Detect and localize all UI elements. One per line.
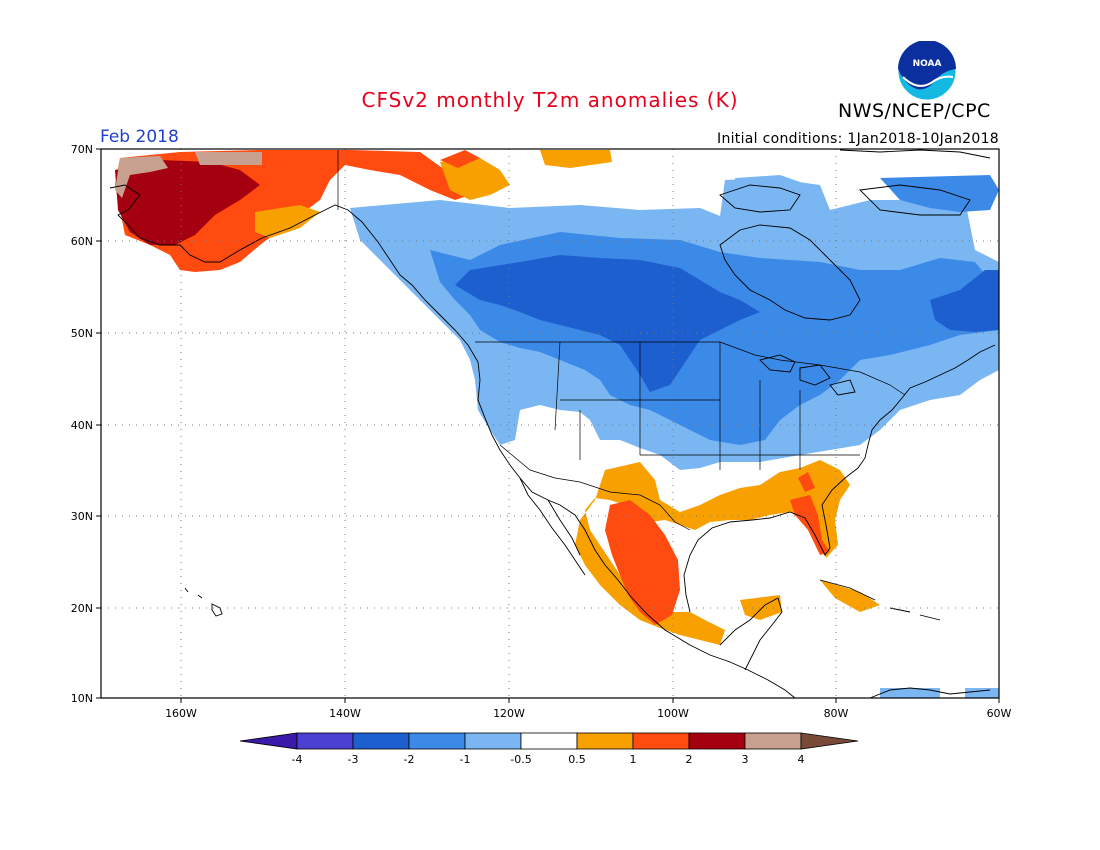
lat-label-30n: 30N — [71, 510, 93, 523]
lat-label-60n: 60N — [71, 235, 93, 248]
colorbar-swatch-minus2-minus1 — [408, 732, 466, 750]
colorbar-swatch-05-1 — [576, 732, 634, 750]
chart-title: CFSv2 monthly T2m anomalies (K) — [361, 88, 739, 112]
lon-label-140w: 140W — [329, 707, 361, 720]
lon-label-160w: 160W — [165, 707, 197, 720]
lon-label-60w: 60W — [987, 707, 1012, 720]
colorbar-label: 0.5 — [568, 753, 586, 766]
colorbar-label: 1 — [630, 753, 637, 766]
political-borders — [337, 150, 906, 531]
colorbar-swatch-neutral — [520, 732, 578, 750]
colorbar-swatch-minus4-minus3 — [296, 732, 354, 750]
lat-label-70n: 70N — [71, 143, 93, 156]
colorbar-labels: -4 -3 -2 -1 -0.5 0.5 1 2 3 4 — [292, 753, 805, 766]
colorbar-label: -3 — [348, 753, 359, 766]
colorbar-swatch-minus3-minus2 — [352, 732, 410, 750]
coastlines — [109, 149, 996, 699]
colorbar-label: -0.5 — [510, 753, 531, 766]
colorbar-label: 4 — [798, 753, 805, 766]
colorbar-label: 2 — [686, 753, 693, 766]
lat-label-50n: 50N — [71, 327, 93, 340]
colorbar-swatch-gt-4 — [800, 732, 859, 750]
colorbar-swatch-1-2 — [632, 732, 690, 750]
lon-label-120w: 120W — [493, 707, 525, 720]
noaa-logo: NOAA — [897, 41, 957, 101]
initial-conditions: Initial conditions: 1Jan2018-10Jan2018 — [717, 131, 999, 147]
warm-anomaly-region — [115, 150, 880, 645]
colorbar-label: 3 — [742, 753, 749, 766]
colorbar-swatch-lt-minus4 — [239, 732, 298, 750]
lat-label-20n: 20N — [71, 602, 93, 615]
colorbar-label: -1 — [460, 753, 471, 766]
forecast-month: Feb 2018 — [100, 127, 179, 147]
cold-anomaly-region — [350, 175, 999, 698]
colorbar — [239, 732, 859, 750]
colorbar-label: -2 — [404, 753, 415, 766]
lon-label-80w: 80W — [824, 707, 849, 720]
colorbar-swatch-2-3 — [688, 732, 746, 750]
axis-ticks — [96, 148, 1000, 703]
map-frame — [100, 148, 1000, 699]
colorbar-label: -4 — [292, 753, 303, 766]
noaa-logo-text: NOAA — [913, 59, 942, 69]
agency-label: NWS/NCEP/CPC — [838, 100, 991, 122]
lat-label-40n: 40N — [71, 419, 93, 432]
map-gridlines — [101, 149, 999, 698]
colorbar-swatch-3-4 — [744, 732, 802, 750]
lon-label-100w: 100W — [657, 707, 689, 720]
lat-label-10n: 10N — [71, 692, 93, 705]
colorbar-swatch-minus1-minus05 — [464, 732, 522, 750]
